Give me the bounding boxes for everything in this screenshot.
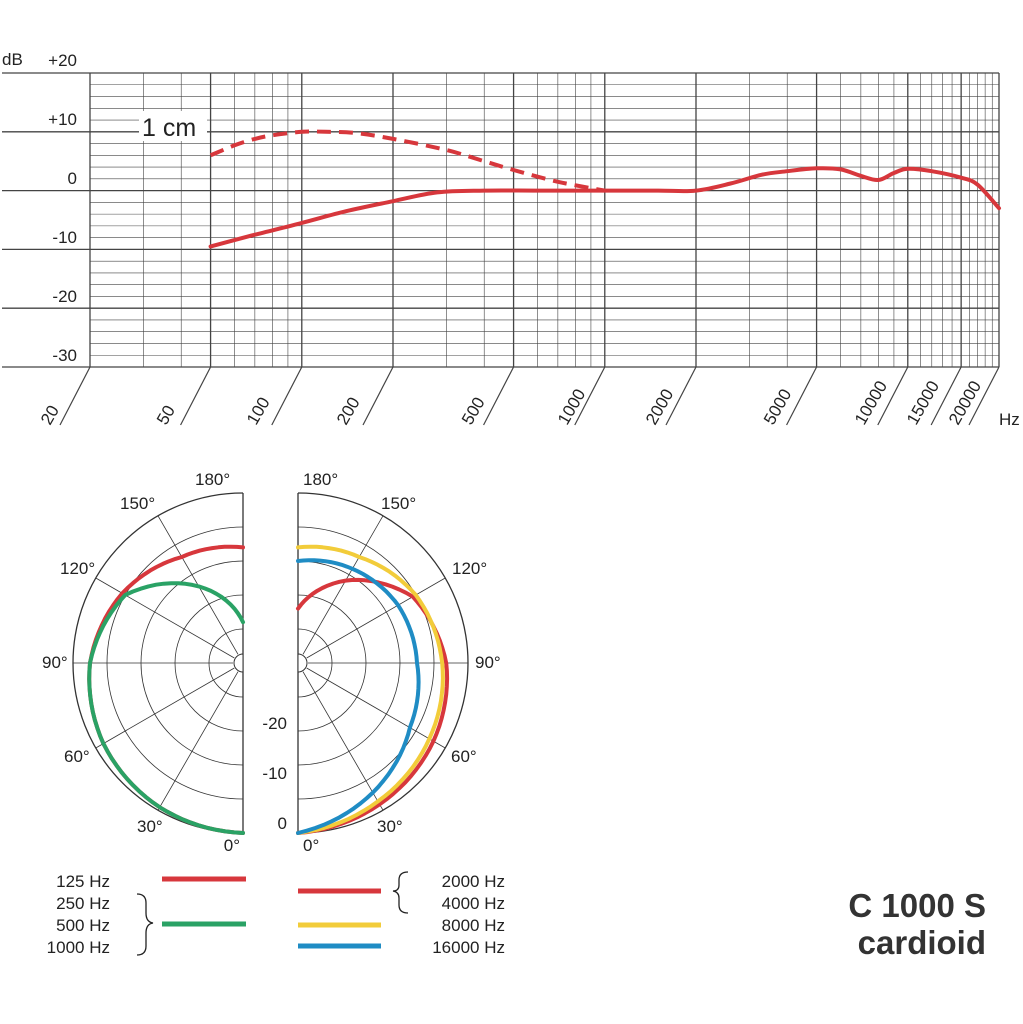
frequency-response-chart: dB +20 +10 0 -10 -20 -30 20 50 100 200 5… [2, 50, 1020, 429]
polar-angle-label: 180° [303, 470, 338, 489]
x-tick-label: 5000 [760, 386, 795, 428]
frequency-curves [208, 129, 1001, 249]
polar-center-mark [297, 653, 308, 673]
x-tick-line [877, 366, 909, 426]
legend-label: 250 Hz [56, 894, 110, 913]
polar-response-curve [296, 577, 450, 835]
polar-angle-label: 90° [42, 653, 68, 672]
polar-response-curve [296, 544, 445, 835]
polar-spoke [95, 667, 235, 749]
polar-center-mark [233, 653, 244, 673]
y-tick-label: 0 [68, 169, 77, 188]
polar-radial-label: -10 [262, 764, 287, 783]
x-tick-line [59, 366, 91, 426]
x-tick-line [930, 366, 962, 426]
y-tick-label: +10 [48, 110, 77, 129]
legend-label: 500 Hz [56, 916, 110, 935]
polar-angle-label: 30° [377, 817, 403, 836]
x-tick-line [968, 366, 1000, 426]
polar-response-curve [87, 581, 245, 835]
legend-label: 16000 Hz [432, 938, 505, 957]
model-name: C 1000 S [848, 887, 986, 924]
x-tick-line [786, 366, 818, 426]
legend-label: 4000 Hz [442, 894, 505, 913]
polar-angle-label: 60° [451, 747, 477, 766]
x-axis-label: Hz [999, 410, 1020, 429]
x-tick-line [180, 366, 212, 426]
polar-spoke [157, 671, 239, 811]
x-tick-line [574, 366, 606, 426]
polar-spoke [95, 577, 235, 659]
polar-spoke [306, 667, 446, 749]
polar-angle-label: 90° [475, 653, 501, 672]
near-field-response-curve [209, 129, 606, 193]
polar-response-curve [296, 558, 421, 835]
polar-angle-label: 150° [120, 494, 155, 513]
polar-angle-label: 60° [64, 747, 90, 766]
polar-response-curve [87, 544, 245, 835]
polar-left-grid [72, 492, 244, 834]
x-tick-label: 15000 [903, 378, 943, 428]
legend-label: 2000 Hz [442, 872, 505, 891]
polar-spoke [302, 671, 384, 811]
polar-angle-label: 0° [224, 836, 240, 855]
x-tick-label: 20 [37, 402, 63, 428]
x-tick-label: 20000 [945, 378, 985, 428]
y-axis-label: dB [2, 50, 23, 69]
legend: 125 Hz 250 Hz 500 Hz 1000 Hz 2000 Hz 400… [47, 871, 505, 957]
x-tick-line [483, 366, 515, 426]
polar-angle-label: 30° [137, 817, 163, 836]
polar-angle-label: 120° [452, 559, 487, 578]
polar-radial-label: -20 [262, 714, 287, 733]
y-tick-label: -30 [52, 346, 77, 365]
legend-label: 8000 Hz [442, 916, 505, 935]
x-tick-line [362, 366, 394, 426]
near-field-annotation: 1 cm [142, 114, 196, 142]
legend-brace [136, 893, 154, 956]
polar-angle-label: 120° [60, 559, 95, 578]
x-tick-label: 2000 [642, 386, 677, 428]
polar-angle-label: 180° [195, 470, 230, 489]
y-tick-label: -20 [52, 287, 77, 306]
legend-label: 1000 Hz [47, 938, 110, 957]
x-tick-line [271, 366, 303, 426]
polar-angle-label: 150° [381, 494, 416, 513]
pattern-name: cardioid [858, 924, 986, 961]
y-tick-label: +20 [48, 51, 77, 70]
legend-label: 125 Hz [56, 872, 110, 891]
response-curve [208, 166, 1001, 249]
x-tick-label: 200 [333, 394, 364, 428]
polar-curves [87, 544, 450, 835]
polar-spoke [302, 515, 384, 655]
annotation-background [139, 111, 207, 141]
polar-pattern-chart: 0° 30° 60° 90° 120° 150° 180° 0° 30° 60°… [42, 470, 501, 855]
y-tick-label: -10 [52, 228, 77, 247]
x-tick-label: 100 [243, 394, 274, 428]
legend-brace [392, 871, 409, 914]
x-tick-label: 10000 [851, 378, 891, 428]
polar-spoke [306, 577, 446, 659]
x-tick-line [665, 366, 697, 426]
polar-radial-label: 0 [278, 814, 287, 833]
polar-angle-label: 0° [303, 836, 319, 855]
x-tick-label: 50 [153, 402, 179, 428]
